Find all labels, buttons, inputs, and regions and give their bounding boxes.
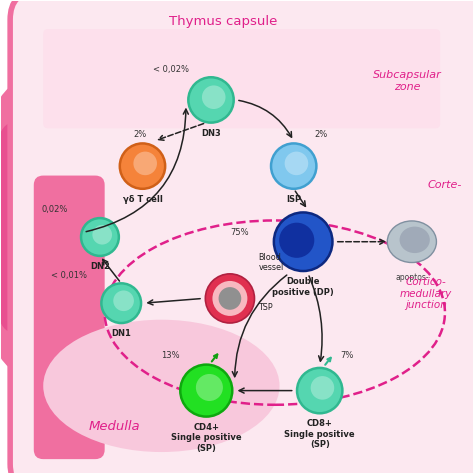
FancyBboxPatch shape [10, 0, 474, 474]
Ellipse shape [400, 227, 430, 253]
Text: ISP: ISP [286, 195, 301, 204]
Circle shape [310, 376, 334, 400]
Text: TSP: TSP [258, 303, 273, 312]
Circle shape [279, 223, 314, 258]
FancyBboxPatch shape [43, 29, 440, 128]
Text: Thymus capsule: Thymus capsule [169, 16, 277, 28]
Circle shape [212, 281, 247, 316]
Text: apoptos-: apoptos- [395, 273, 428, 282]
Circle shape [120, 144, 165, 189]
Text: Double
positive (DP): Double positive (DP) [272, 277, 334, 297]
Text: 0,02%: 0,02% [42, 205, 68, 214]
Circle shape [180, 365, 232, 417]
Text: DN3: DN3 [201, 129, 221, 138]
Circle shape [188, 77, 234, 123]
Text: < 0,01%: < 0,01% [51, 271, 87, 280]
Circle shape [196, 374, 223, 401]
Text: Corte-: Corte- [428, 180, 462, 190]
Ellipse shape [0, 81, 76, 374]
Text: Subcapsular
zone: Subcapsular zone [373, 70, 441, 92]
Text: CD4+
Single positive
(SP): CD4+ Single positive (SP) [171, 423, 242, 453]
Text: γδ T cell: γδ T cell [123, 195, 163, 204]
Text: 7%: 7% [340, 351, 354, 360]
Text: Blood
vessel: Blood vessel [258, 253, 283, 273]
Text: 2%: 2% [134, 130, 147, 139]
FancyBboxPatch shape [34, 175, 105, 459]
Circle shape [219, 287, 241, 310]
Text: DN1: DN1 [111, 329, 131, 338]
Ellipse shape [43, 319, 280, 452]
Circle shape [202, 85, 226, 109]
Circle shape [113, 291, 134, 311]
Text: CD8+
Single positive
(SP): CD8+ Single positive (SP) [284, 419, 355, 449]
Circle shape [101, 283, 141, 323]
Circle shape [133, 152, 157, 175]
Circle shape [92, 225, 112, 245]
Circle shape [285, 152, 308, 175]
Text: Medulla: Medulla [88, 419, 140, 433]
Text: DN2: DN2 [90, 262, 110, 271]
Ellipse shape [387, 221, 437, 263]
Circle shape [205, 274, 255, 323]
Text: Cortico-
medullary
junction: Cortico- medullary junction [400, 277, 452, 310]
Circle shape [274, 212, 332, 271]
Ellipse shape [0, 124, 34, 331]
Text: < 0,02%: < 0,02% [153, 65, 189, 74]
Circle shape [81, 218, 119, 256]
Text: 13%: 13% [162, 351, 180, 360]
Text: 2%: 2% [315, 130, 328, 139]
Circle shape [297, 368, 342, 413]
Text: 75%: 75% [230, 228, 249, 237]
Circle shape [271, 144, 317, 189]
